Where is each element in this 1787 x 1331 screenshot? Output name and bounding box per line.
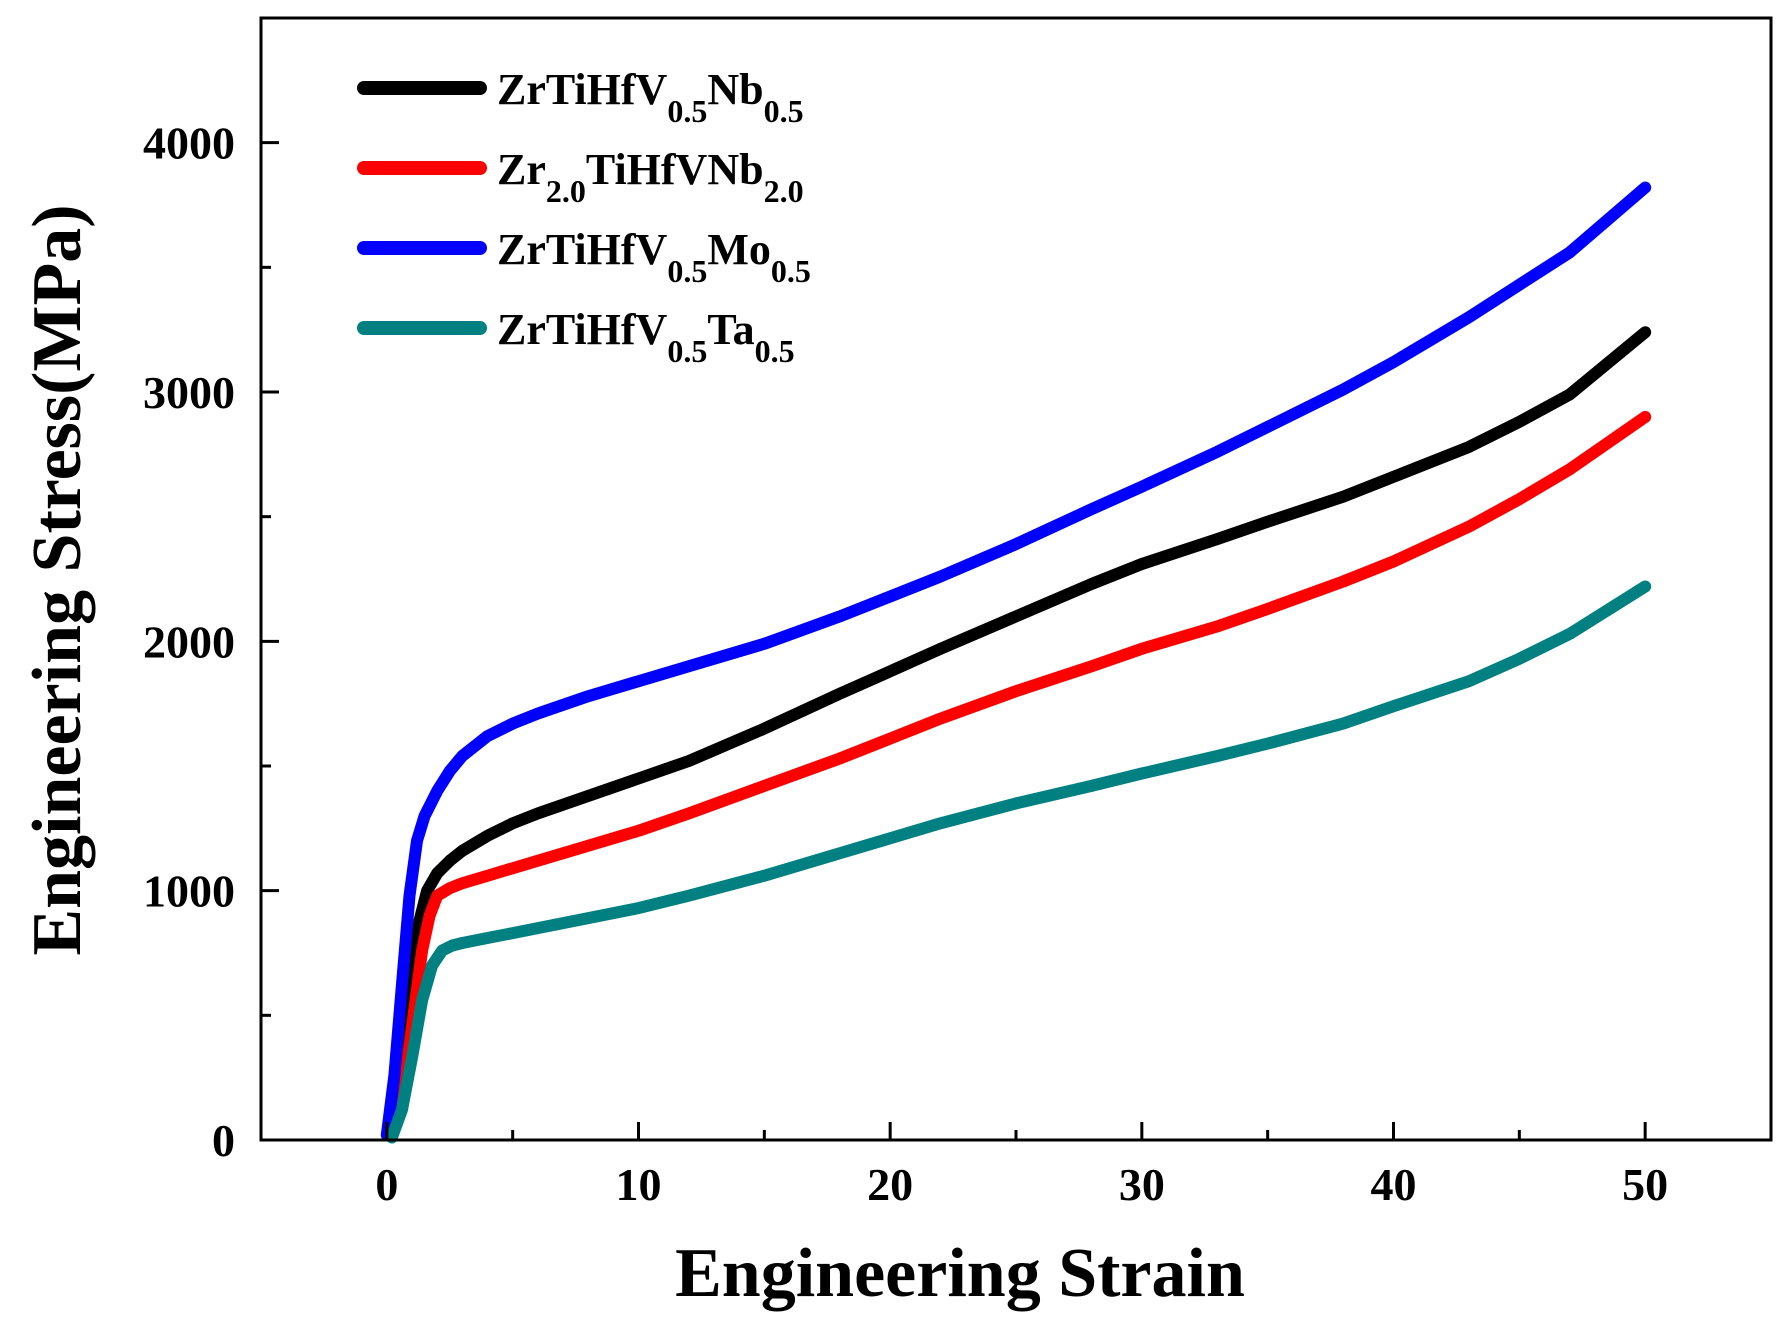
legend-text-part: Zr xyxy=(497,145,546,194)
legend-text-part: ZrTiHfV xyxy=(497,65,668,114)
legend-text-part: ZrTiHfV xyxy=(497,305,668,354)
series-curves xyxy=(380,181,1652,1144)
series-line-4 xyxy=(385,580,1652,1144)
series-line-3 xyxy=(380,181,1652,1141)
legend-subscript: 0.5 xyxy=(764,93,804,129)
x-tick-label: 10 xyxy=(616,1159,662,1210)
legend-subscript: 0.5 xyxy=(667,333,707,369)
y-tick-label: 0 xyxy=(212,1115,235,1166)
legend-label-2: Zr2.0TiHfVNb2.0 xyxy=(497,145,804,209)
x-tick-label: 40 xyxy=(1371,1159,1417,1210)
y-tick-label: 4000 xyxy=(143,118,235,169)
legend-subscript: 2.0 xyxy=(546,173,586,209)
legend: ZrTiHfV0.5Nb0.5Zr2.0TiHfVNb2.0ZrTiHfV0.5… xyxy=(357,65,811,369)
x-axis-title: Engineering Strain xyxy=(675,1235,1245,1312)
legend-text-part: Nb xyxy=(707,65,763,114)
x-tick-label: 20 xyxy=(867,1159,913,1210)
y-tick-label: 3000 xyxy=(143,367,235,418)
series-line-2 xyxy=(385,410,1652,1141)
legend-text-part: ZrTiHfV xyxy=(497,225,668,274)
legend-subscript: 0.5 xyxy=(755,333,795,369)
y-tick-label: 1000 xyxy=(143,866,235,917)
legend-subscript: 0.5 xyxy=(771,253,811,289)
y-axis-title: Engineering Stress(MPa) xyxy=(19,204,96,955)
legend-text-part: Ta xyxy=(707,305,754,354)
x-tick-label: 30 xyxy=(1119,1159,1165,1210)
x-tick-label: 0 xyxy=(375,1159,398,1210)
legend-text-part: TiHfVNb xyxy=(586,145,764,194)
legend-subscript: 0.5 xyxy=(667,253,707,289)
legend-subscript: 2.0 xyxy=(764,173,804,209)
x-tick-label: 50 xyxy=(1622,1159,1668,1210)
y-axis-ticks: 0 1000 2000 3000 4000 xyxy=(143,118,279,1166)
legend-label-4: ZrTiHfV0.5Ta0.5 xyxy=(497,305,795,369)
legend-text-part: Mo xyxy=(707,225,771,274)
legend-label-3: ZrTiHfV0.5Mo0.5 xyxy=(497,225,811,289)
series-line-1 xyxy=(383,326,1652,1139)
y-tick-label: 2000 xyxy=(143,616,235,667)
plot-frame xyxy=(259,16,1773,1142)
legend-label-1: ZrTiHfV0.5Nb0.5 xyxy=(497,65,804,129)
legend-subscript: 0.5 xyxy=(667,93,707,129)
plot-area xyxy=(259,16,1773,1144)
x-axis-ticks: 0 10 20 30 40 50 xyxy=(375,1122,1668,1210)
